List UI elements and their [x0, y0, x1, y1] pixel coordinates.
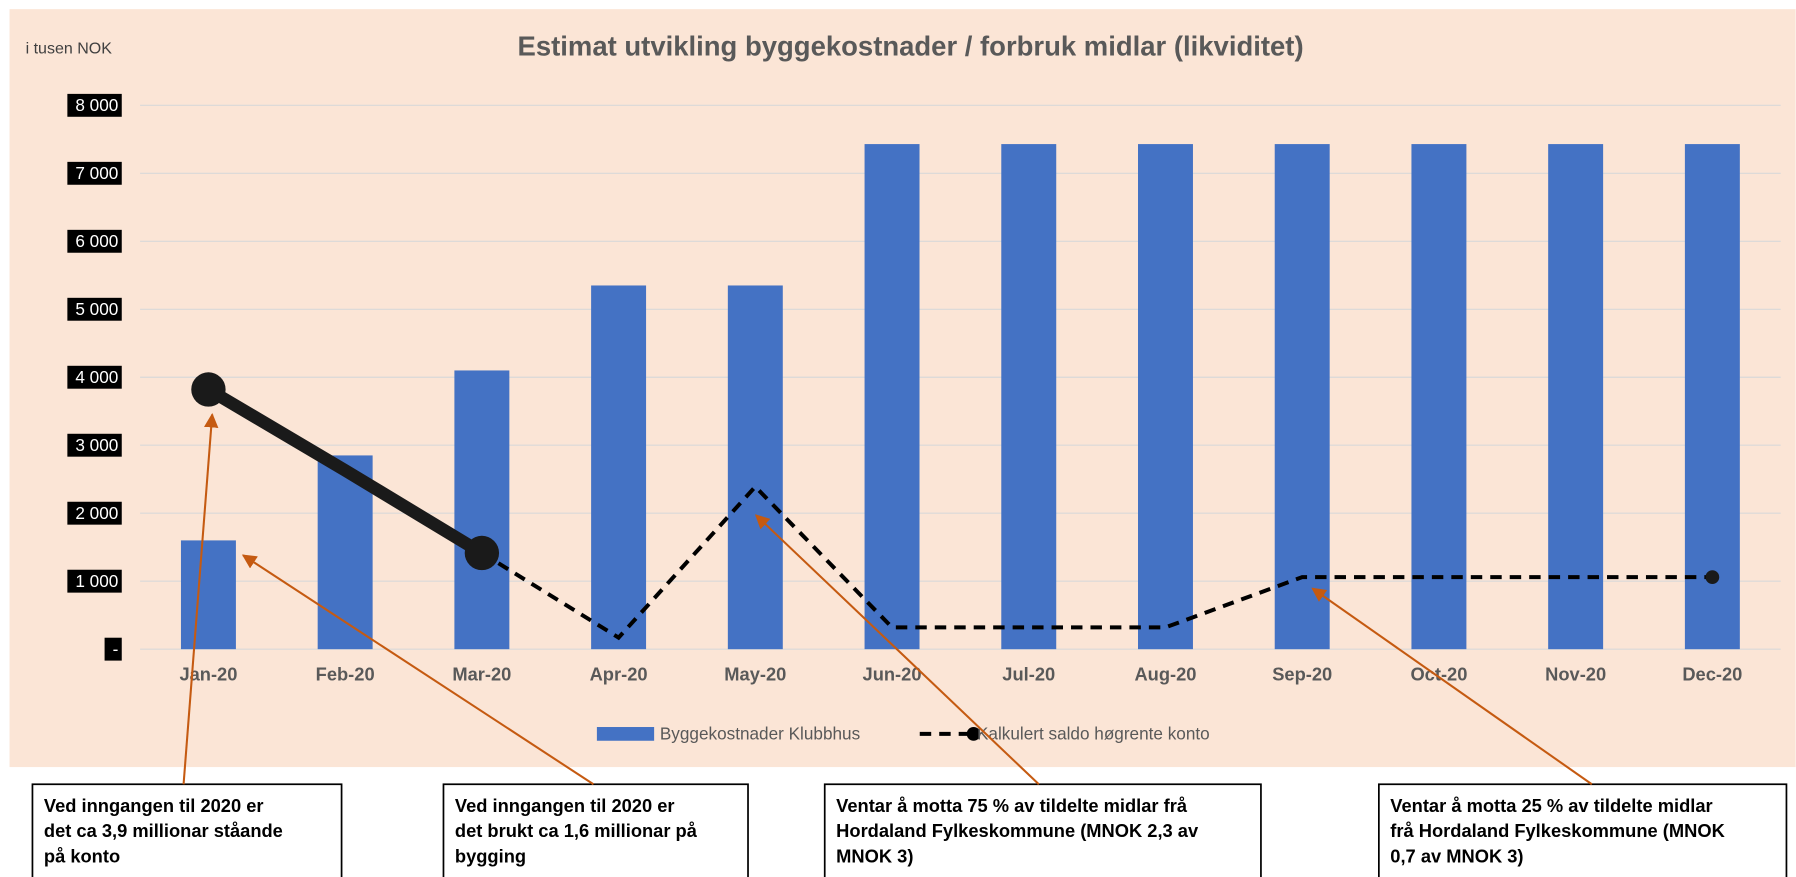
y-tick-label: 3 000 [75, 435, 118, 455]
bar [864, 144, 920, 650]
annotation-text: Ved inngangen til 2020 er [44, 795, 264, 816]
annotation-text: på konto [44, 845, 120, 866]
x-tick-label: Jun-20 [863, 663, 922, 684]
annotation-box [442, 783, 749, 877]
annotation-text: det brukt ca 1,6 millionar på [455, 820, 698, 841]
y-tick-label: 8 000 [75, 95, 118, 115]
annotation-box [823, 783, 1262, 877]
annotation-box [31, 783, 343, 877]
bar [454, 370, 510, 650]
bar [1274, 144, 1330, 650]
x-tick-label: Sep-20 [1272, 663, 1332, 684]
annotation-text: frå Hordaland Fylkeskommune (MNOK [1390, 820, 1725, 841]
chart-title: Estimat utvikling byggekostnader / forbr… [518, 30, 1304, 61]
legend: Byggekostnader Klubbhus Kalkulert saldo h… [596, 724, 1210, 744]
annotation-arrow [182, 413, 219, 785]
y-tick-label: - [113, 639, 119, 659]
x-tick-label: Oct-20 [1410, 663, 1467, 684]
x-tick-label: Mar-20 [452, 663, 511, 684]
annotation-text: Ved inngangen til 2020 er [455, 795, 675, 816]
legend-label: Kalkulert saldo høgrente konto [977, 724, 1210, 744]
y-tick-label: 5 000 [75, 299, 118, 319]
legend-swatch [596, 727, 655, 741]
x-tick-label: Jan-20 [179, 663, 237, 684]
bar [591, 285, 647, 650]
y-tick-box [67, 297, 122, 321]
annotation-text: det ca 3,9 millionar ståande [44, 820, 283, 841]
annotation-text: bygging [455, 845, 526, 866]
y-tick-box [67, 433, 122, 457]
y-tick-label: 2 000 [75, 503, 118, 523]
bars [180, 144, 1740, 650]
line-marker [464, 535, 500, 571]
y-tick-label: 6 000 [75, 231, 118, 251]
annotation-arrow [754, 514, 1040, 786]
line-marker [1705, 570, 1720, 584]
lines [191, 372, 1720, 641]
annotation-text: Ventar å motta 75 % av tildelte midlar f… [836, 795, 1188, 816]
annotation-text: Hordaland Fylkeskommune (MNOK 2,3 av [836, 820, 1199, 841]
bar [180, 540, 236, 650]
annotations: Ved inngangen til 2020 er det ca 3,9 mill… [31, 413, 1788, 877]
x-tick-label: Feb-20 [316, 663, 375, 684]
y-tick-box [67, 569, 122, 593]
y-tick-box [67, 161, 122, 185]
bar [1411, 144, 1467, 650]
axis: - 1 000 2 000 3 000 4 000 5 000 6 000 7 000 8 00… [67, 93, 1742, 684]
legend-marker [966, 727, 981, 741]
bar [1138, 144, 1193, 650]
annotation-text: Ventar å motta 25 % av tildelte midlar [1390, 795, 1712, 816]
x-tick-label: May-20 [724, 663, 786, 684]
line-solid [202, 383, 489, 560]
y-tick-label: 1 000 [75, 571, 118, 591]
y-tick-box [67, 501, 122, 525]
annotation-text: 0,7 av MNOK 3) [1390, 845, 1523, 866]
y-tick-box [67, 93, 122, 117]
y-axis-label: i tusen NOK [26, 39, 113, 57]
x-tick-label: Jul-20 [1002, 663, 1055, 684]
annotation-box [1378, 783, 1788, 877]
x-tick-label: Apr-20 [590, 663, 648, 684]
legend-label: Byggekostnader Klubbhus [660, 724, 860, 744]
annotation-arrow [241, 554, 595, 786]
y-tick-box [67, 365, 122, 389]
y-tick-box [67, 229, 122, 253]
y-tick-label: 7 000 [75, 163, 118, 183]
bar [1684, 144, 1740, 650]
x-tick-label: Nov-20 [1545, 663, 1606, 684]
annotation-text: MNOK 3) [836, 845, 913, 866]
line-marker [191, 372, 226, 407]
bar [727, 285, 783, 650]
x-tick-label: Aug-20 [1134, 663, 1196, 684]
x-tick-label: Dec-20 [1682, 663, 1742, 684]
line-dashed [480, 483, 1713, 641]
bar [1001, 144, 1057, 650]
bar [1548, 144, 1604, 650]
annotation-arrow [1311, 587, 1593, 786]
y-tick-label: 4 000 [75, 367, 118, 387]
y-tick-box [104, 637, 122, 661]
